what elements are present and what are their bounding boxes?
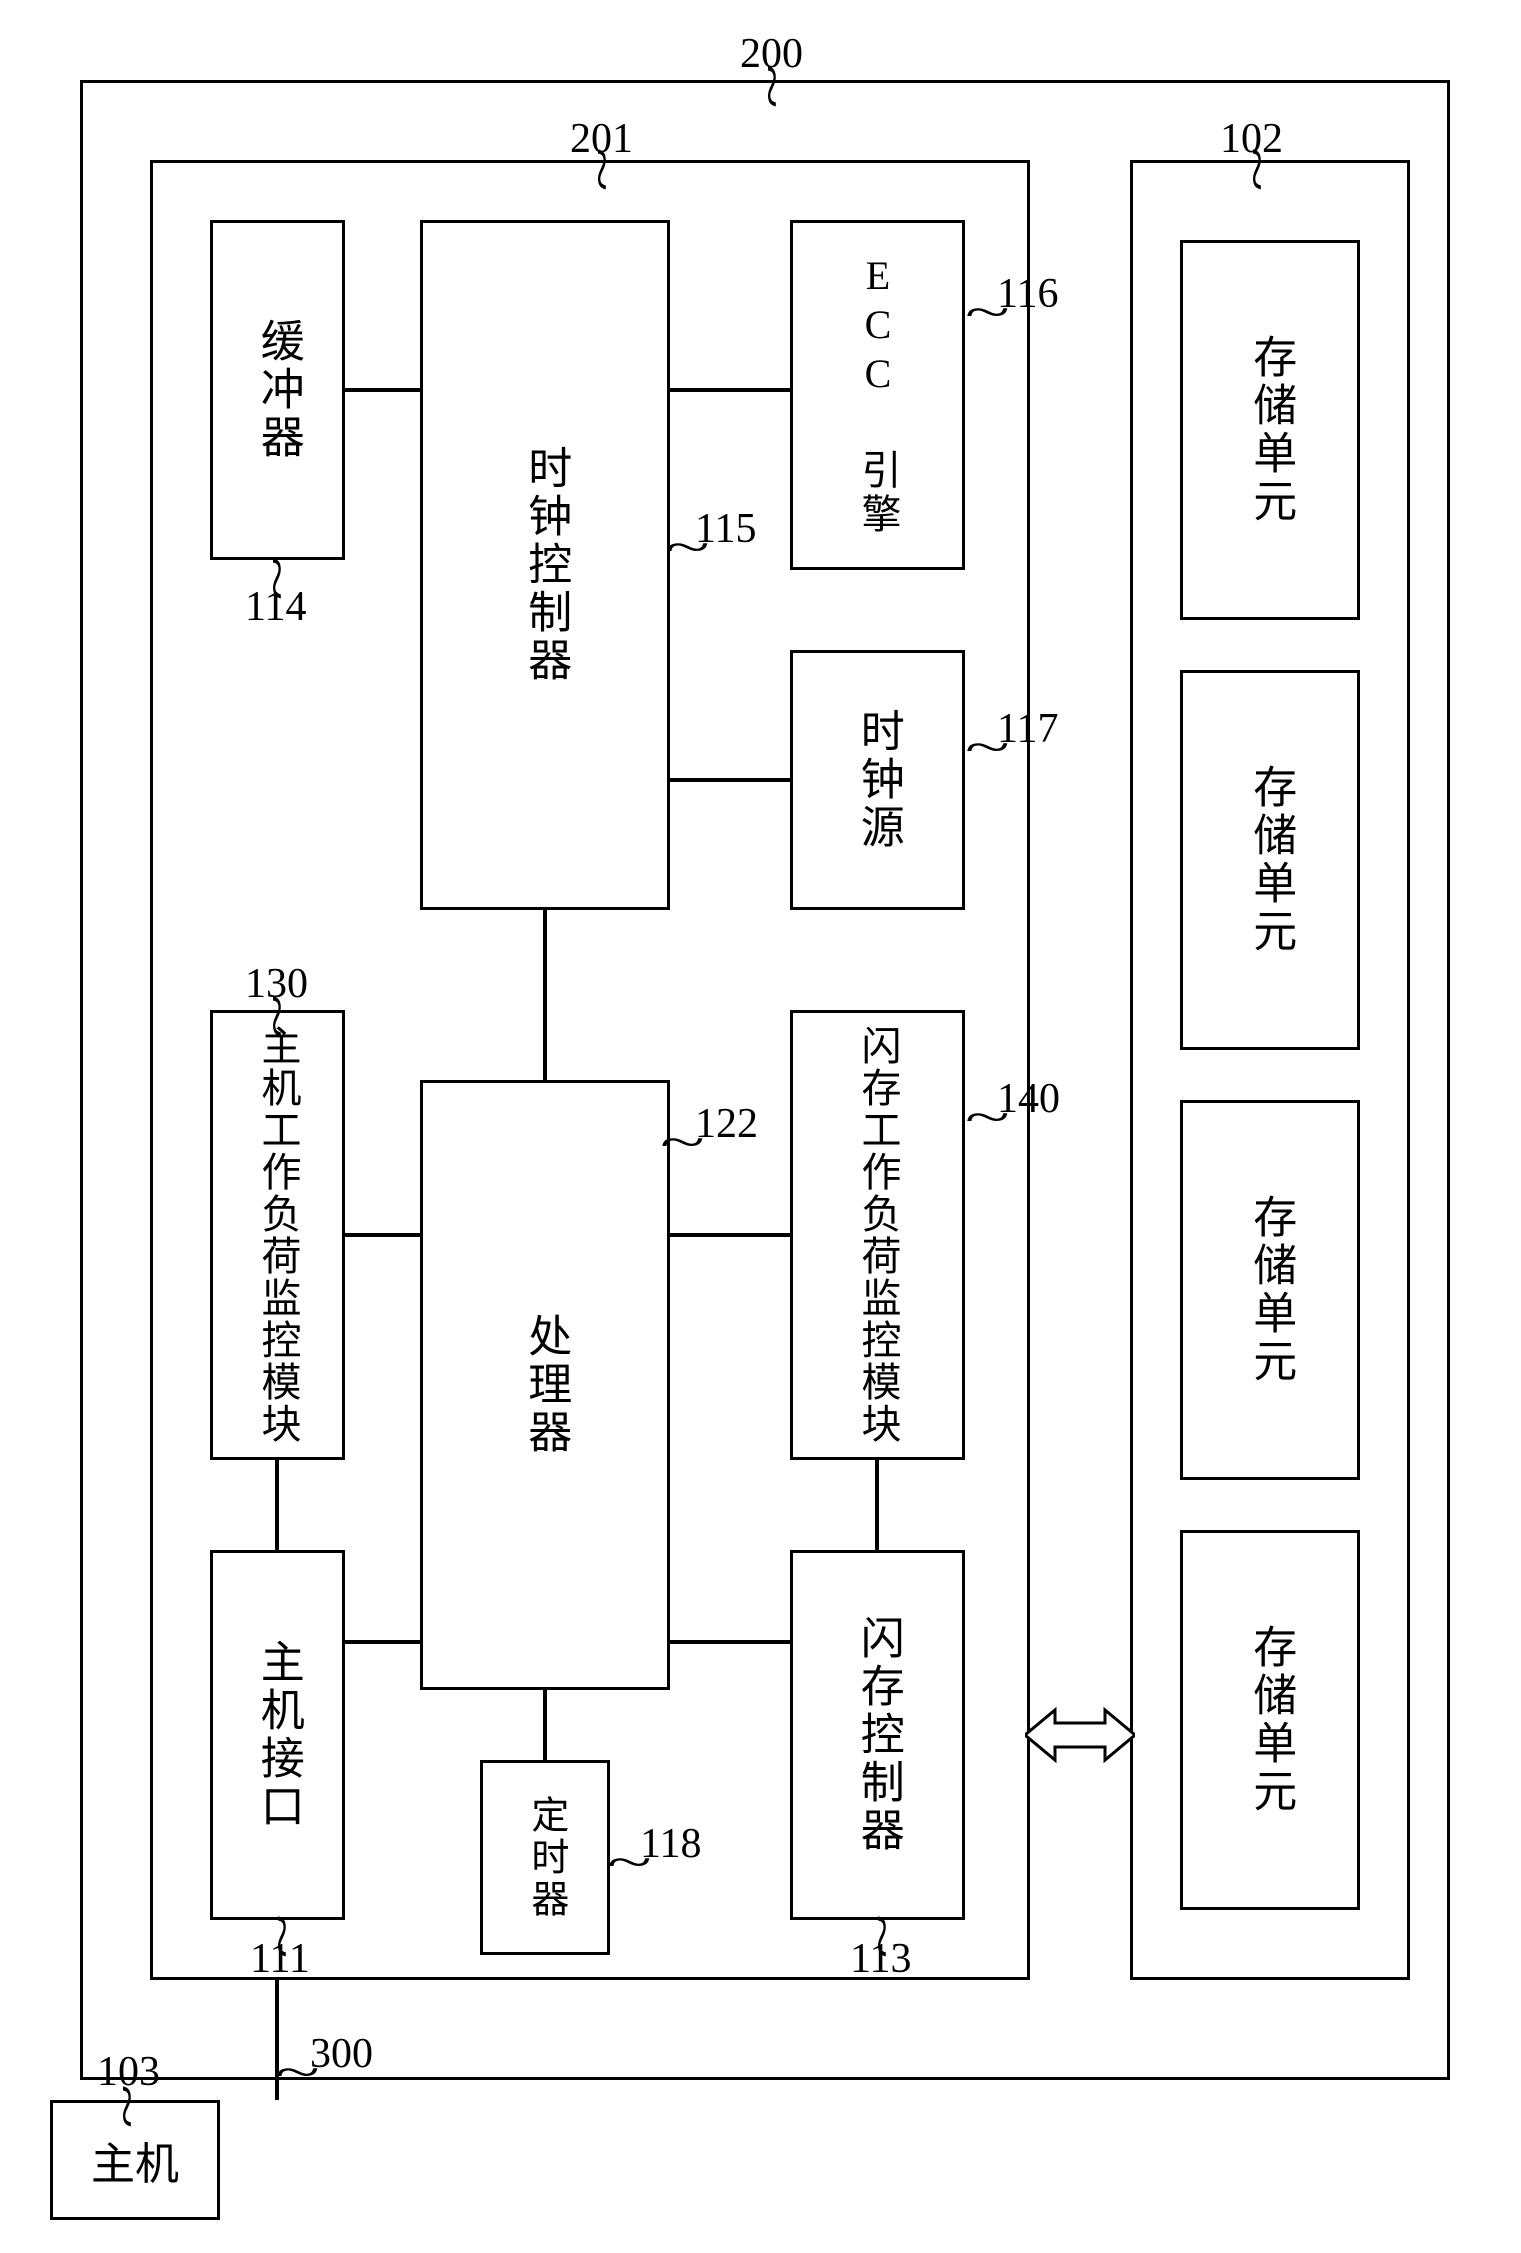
diagram-canvas: 200 ~ 201 ~ 102 ~ 存储单元 存储单元 存储单元 存储单元 缓冲…: [20, 20, 1521, 2233]
storage-unit-2: 存储单元: [1180, 670, 1360, 1050]
conn-hostmon-hostif: [275, 1460, 279, 1550]
clock-ctrl-label: 时钟控制器: [521, 445, 569, 685]
conn-processor-hostmon: [345, 1233, 420, 1237]
storage-unit-1: 存储单元: [1180, 240, 1360, 620]
conn-flashmon-flashctrl: [875, 1460, 879, 1550]
host-label: 主机: [91, 2128, 179, 2192]
storage-unit-3: 存储单元: [1180, 1100, 1360, 1480]
flash-mon-box: 闪存工作负荷监控模块: [790, 1010, 965, 1460]
conn-processor-flashctrl: [670, 1640, 790, 1644]
storage-unit-3-label: 存储单元: [1246, 1194, 1294, 1386]
conn-clockctrl-clocksrc: [670, 778, 790, 782]
buffer-box: 缓冲器: [210, 220, 345, 560]
processor-tilde: ~: [660, 1115, 705, 1168]
host-if-box: 主机接口: [210, 1550, 345, 1920]
clock-src-tilde: ~: [965, 720, 1010, 773]
clock-ctrl-tilde: ~: [665, 520, 710, 573]
storage-tilde: ~: [1231, 147, 1284, 192]
host-mon-box: 主机工作负荷监控模块: [210, 1010, 345, 1460]
conn-processor-timer: [543, 1690, 547, 1760]
host-conn-tilde: ~: [275, 2045, 320, 2098]
flash-ctrl-tilde: ~: [856, 1914, 909, 1959]
storage-unit-4: 存储单元: [1180, 1530, 1360, 1910]
ecc-box: ECC 引擎: [790, 220, 965, 570]
conn-clockctrl-ecc: [670, 388, 790, 392]
storage-unit-1-label: 存储单元: [1246, 334, 1294, 526]
buffer-label: 缓冲器: [253, 318, 301, 462]
conn-processor-hostif: [345, 1640, 420, 1644]
conn-buffer-clockctrl: [345, 388, 420, 392]
buffer-tilde: ~: [251, 556, 304, 601]
processor-label: 处理器: [521, 1313, 569, 1457]
host-mon-tilde: ~: [251, 994, 304, 1039]
storage-unit-2-label: 存储单元: [1246, 764, 1294, 956]
flash-mon-tilde: ~: [965, 1090, 1010, 1143]
host-if-tilde: ~: [256, 1914, 309, 1959]
host-if-label: 主机接口: [253, 1639, 301, 1831]
outer-tilde: ~: [746, 64, 799, 109]
flash-ctrl-label: 闪存控制器: [853, 1615, 901, 1855]
timer-label: 定时器: [524, 1795, 566, 1921]
processor-box: 处理器: [420, 1080, 670, 1690]
ecc-tilde: ~: [965, 285, 1010, 338]
conn-processor-flashmon: [670, 1233, 790, 1237]
flash-mon-label: 闪存工作负荷监控模块: [852, 1025, 904, 1445]
host-tilde: ~: [101, 2084, 154, 2129]
timer-box: 定时器: [480, 1760, 610, 1955]
host-mon-label: 主机工作负荷监控模块: [252, 1025, 304, 1445]
clock-src-box: 时钟源: [790, 650, 965, 910]
ecc-label: ECC 引擎: [856, 253, 900, 537]
clock-ctrl-box: 时钟控制器: [420, 220, 670, 910]
double-arrow-icon: [1025, 1700, 1135, 1770]
clock-src-label: 时钟源: [853, 708, 901, 852]
flash-ctrl-box: 闪存控制器: [790, 1550, 965, 1920]
storage-unit-4-label: 存储单元: [1246, 1624, 1294, 1816]
conn-clockctrl-processor: [543, 910, 547, 1080]
controller-tilde: ~: [576, 147, 629, 192]
timer-tilde: ~: [607, 1835, 652, 1888]
